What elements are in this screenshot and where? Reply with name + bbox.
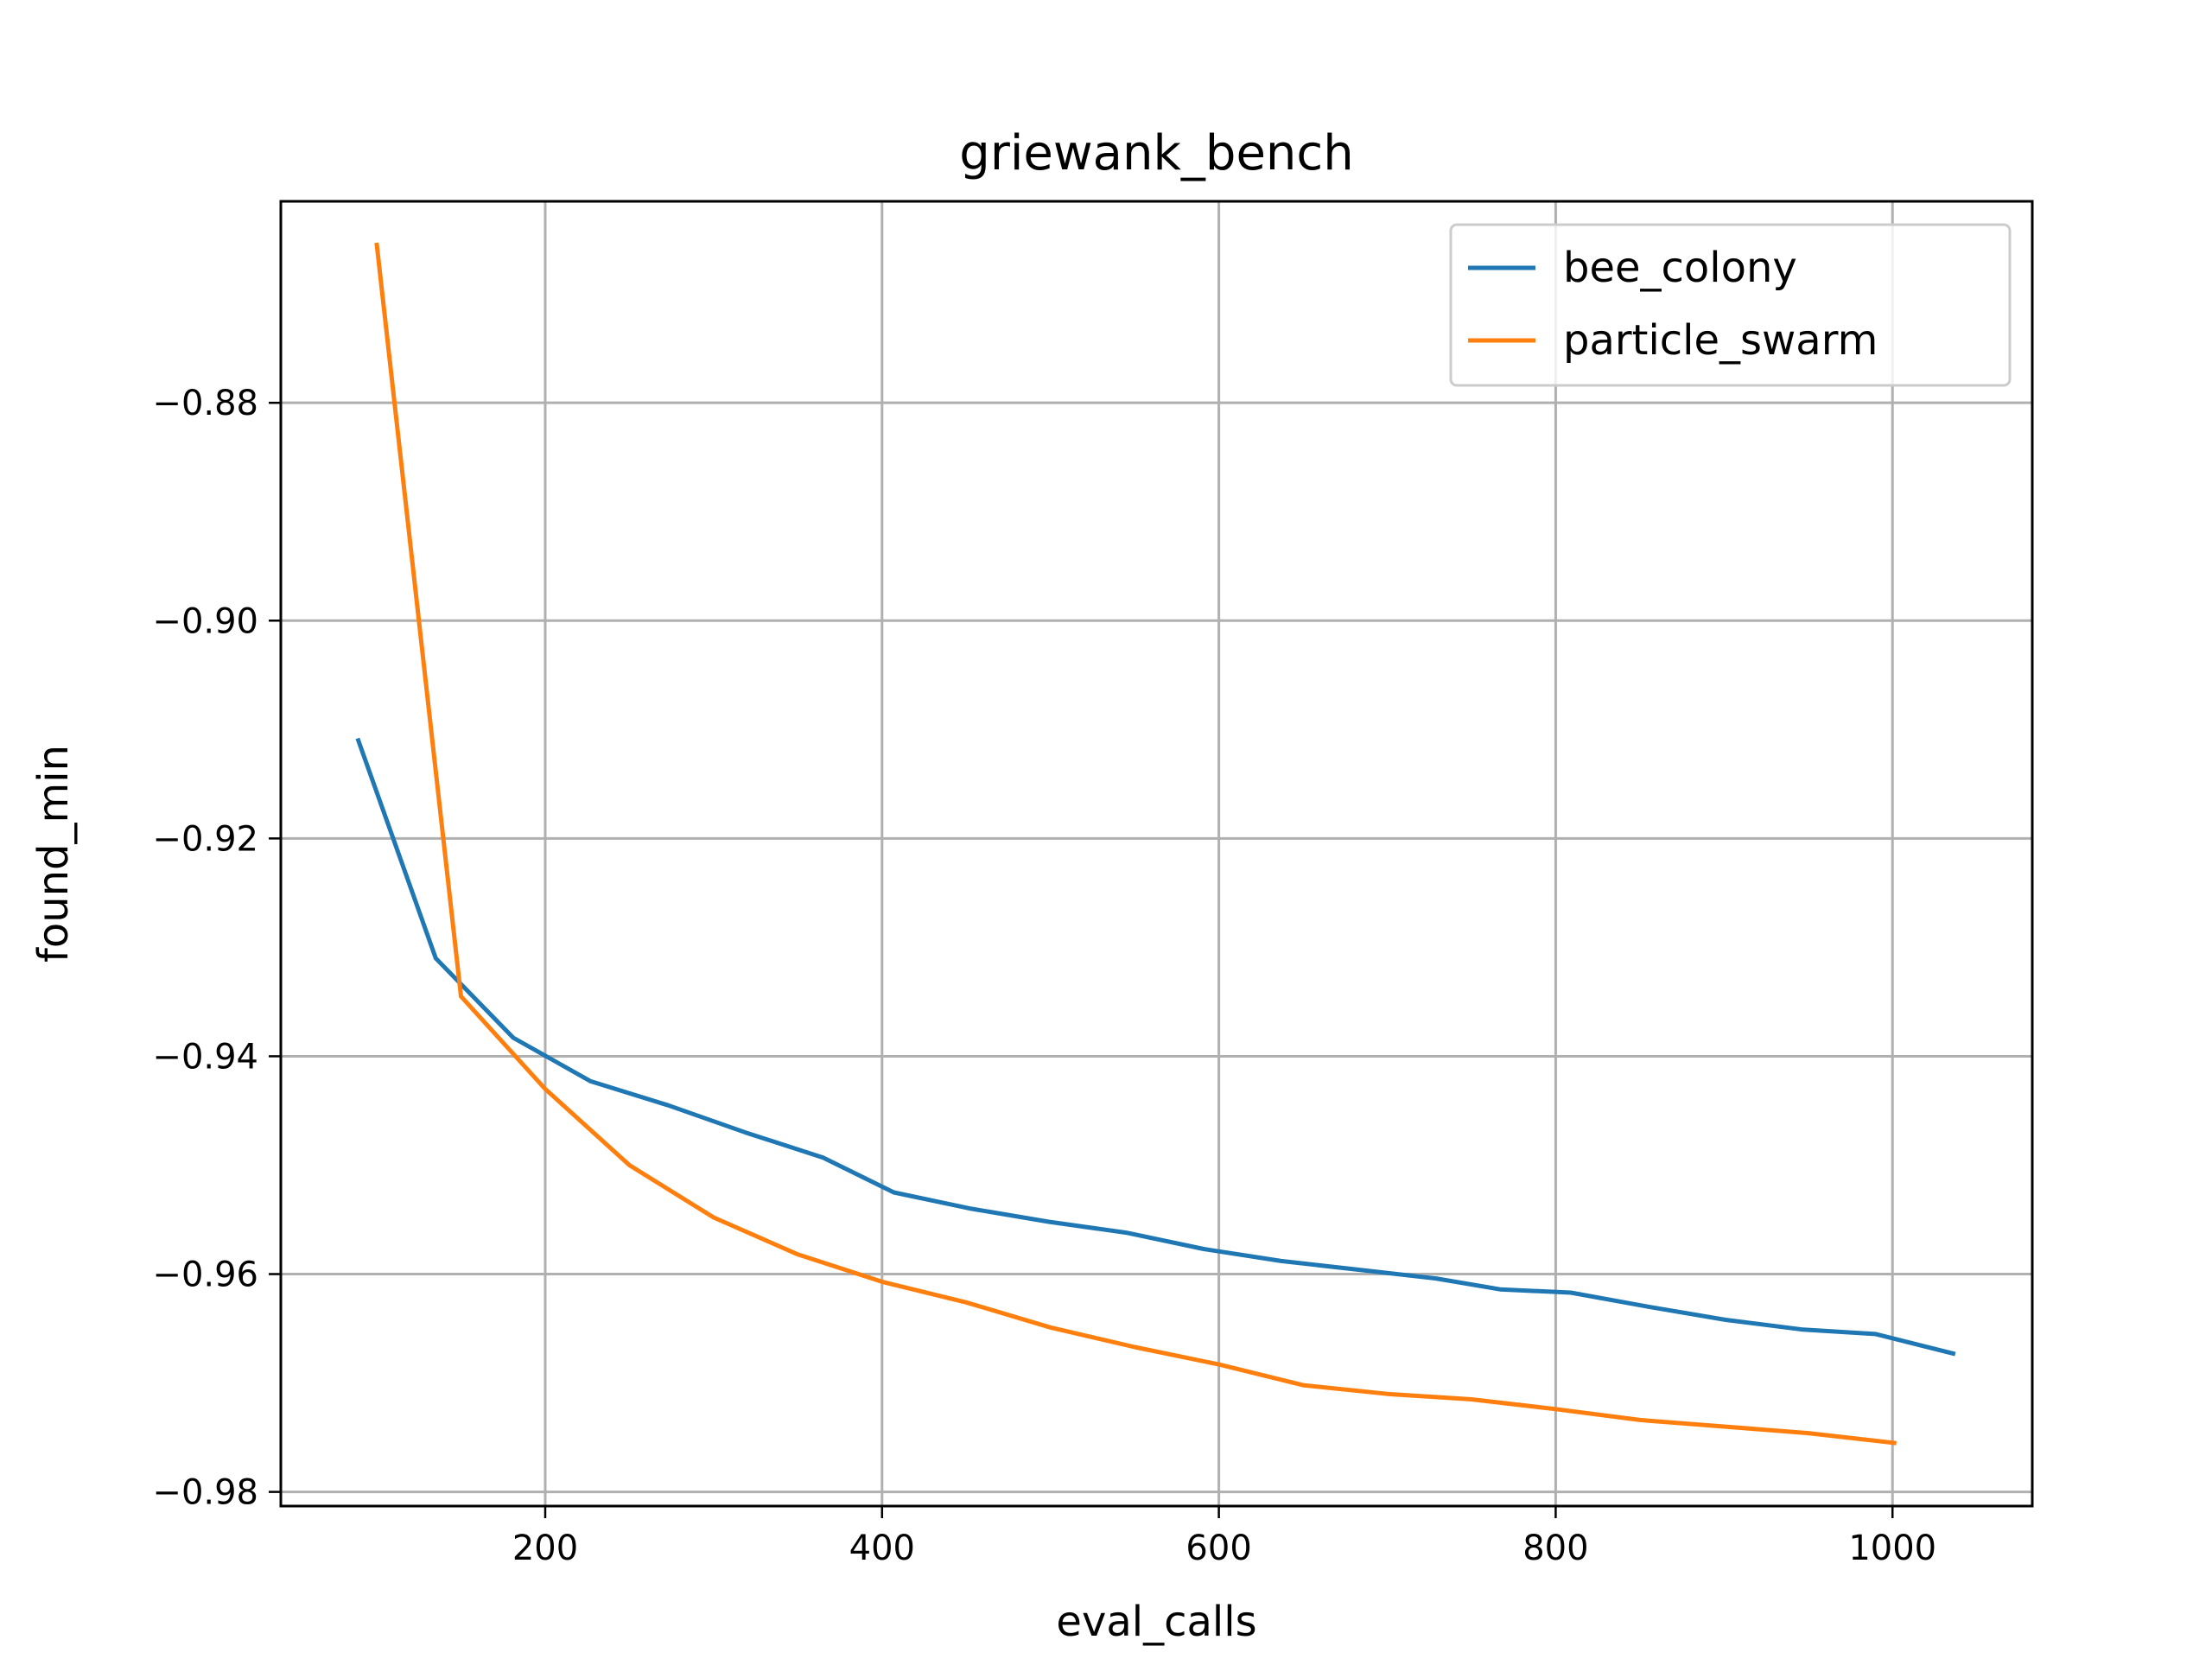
legend: bee_colony particle_swarm bbox=[1449, 223, 2012, 387]
plot-area-frame bbox=[279, 200, 2034, 1508]
x-tick-label: 1000 bbox=[1848, 1529, 1936, 1568]
y-axis-title: found_min bbox=[29, 745, 78, 963]
x-tick-label: 800 bbox=[1522, 1529, 1588, 1568]
series-lines bbox=[355, 242, 1956, 1446]
y-tick-label: −0.90 bbox=[152, 601, 258, 641]
grid-lines bbox=[281, 201, 2032, 1506]
y-tick-label: −0.94 bbox=[152, 1037, 258, 1077]
y-tick-label: −0.96 bbox=[152, 1255, 258, 1295]
legend-label: bee_colony bbox=[1563, 244, 1797, 292]
y-tick-label: −0.92 bbox=[152, 819, 258, 859]
y-tick-label: −0.98 bbox=[152, 1473, 258, 1513]
x-tick-label: 600 bbox=[1185, 1529, 1251, 1568]
chart-title: griewank_bench bbox=[959, 125, 1353, 181]
x-axis-title: eval_calls bbox=[1056, 1598, 1256, 1646]
legend-label: particle_swarm bbox=[1563, 316, 1878, 365]
y-tick-label: −0.88 bbox=[152, 384, 258, 423]
legend-box bbox=[1449, 223, 2012, 387]
series-line-bee-colony bbox=[355, 737, 1956, 1357]
x-tick-label: 400 bbox=[849, 1529, 915, 1568]
series-line-particle-swarm bbox=[374, 242, 1897, 1446]
x-tick-label: 200 bbox=[512, 1529, 578, 1568]
axis-ticks: 200 400 600 800 1000 −0.98 −0.96 −0.94 −0.92 −0.9… bbox=[152, 384, 1936, 1568]
